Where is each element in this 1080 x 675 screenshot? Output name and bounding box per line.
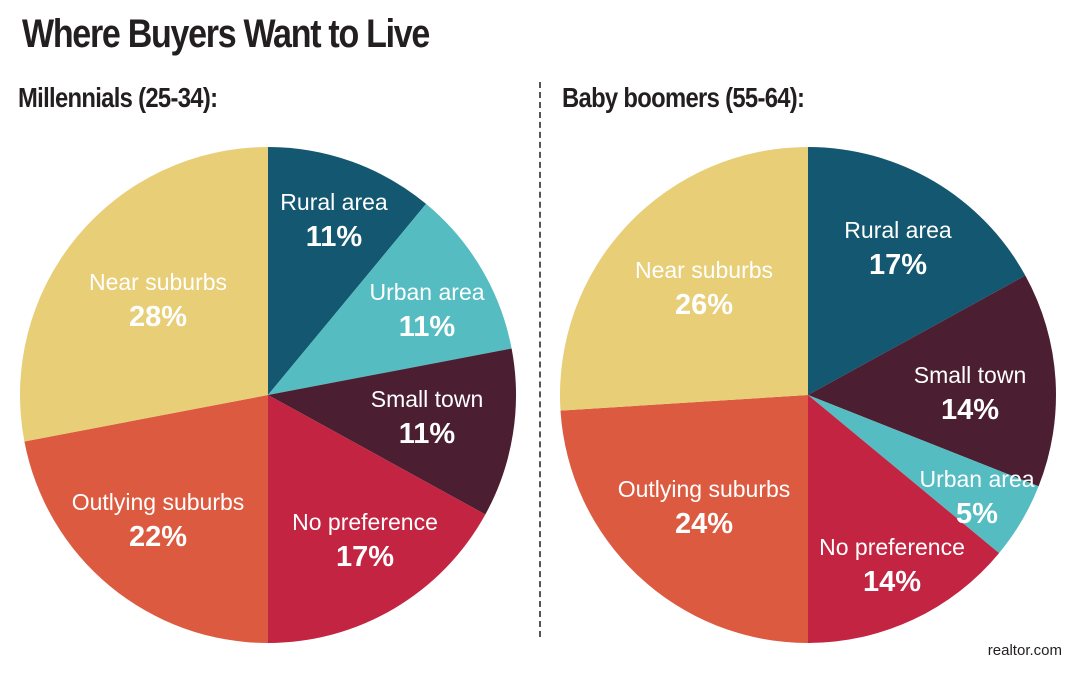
slice-outlying-suburbs [24,395,268,643]
slice-near-suburbs [560,147,808,411]
slice-urban-area [268,203,512,395]
slice-outlying-suburbs [560,395,808,643]
label-urban-area: Urban area [919,466,1034,492]
label-small-town: Small town [914,362,1026,388]
slice-rural-area [808,147,1026,395]
value-no-preference: 14% [863,566,921,598]
value-no-preference: 17% [336,541,394,573]
value-urban-area: 11% [399,311,456,343]
label-near-suburbs: Near suburbs [89,269,227,295]
value-outlying-suburbs: 24% [675,508,733,540]
slice-no-preference [268,395,486,643]
divider [539,82,541,637]
boomers-subtitle: Baby boomers (55-64): [562,82,805,113]
value-near-suburbs: 28% [129,301,187,333]
label-outlying-suburbs: Outlying suburbs [72,489,245,515]
value-near-suburbs: 26% [675,289,733,321]
label-outlying-suburbs: Outlying suburbs [618,476,791,502]
label-rural-area: Rural area [844,217,952,243]
value-rural-area: 17% [869,249,927,281]
slice-rural-area [268,147,427,395]
value-outlying-suburbs: 22% [129,521,187,553]
label-urban-area: Urban area [369,279,484,305]
slice-urban-area [808,395,1039,554]
value-small-town: 14% [941,394,999,426]
label-no-preference: No preference [292,509,438,535]
label-rural-area: Rural area [280,189,388,215]
label-near-suburbs: Near suburbs [635,257,773,283]
slice-no-preference [808,395,1000,643]
value-small-town: 11% [399,418,456,450]
label-no-preference: No preference [819,534,965,560]
slice-small-town [808,275,1056,487]
value-rural-area: 11% [306,221,363,253]
millennials-subtitle: Millennials (25-34): [18,82,218,113]
slice-small-town [268,348,516,515]
slice-near-suburbs [19,147,269,442]
label-small-town: Small town [371,386,483,412]
source-credit: realtor.com [987,642,1062,659]
value-urban-area: 5% [956,498,998,530]
chart-title: Where Buyers Want to Live [22,12,430,56]
